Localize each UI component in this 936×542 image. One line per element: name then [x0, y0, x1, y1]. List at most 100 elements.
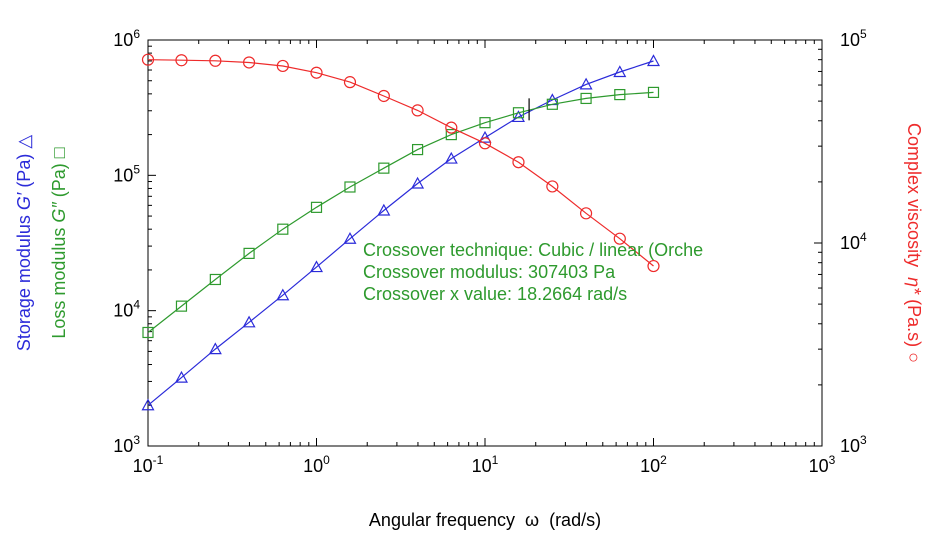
data-point-triangle [579, 77, 593, 90]
y-left-tick-label-exponent: 5 [133, 162, 140, 176]
y-left-tick-label-base: 10 [113, 165, 133, 185]
triangle-marker-icon: △ [14, 135, 34, 149]
data-point-square [546, 98, 558, 110]
y-left-storage-label: Storage modulus G′ (Pa) △ [14, 135, 34, 352]
data-point-circle [579, 207, 593, 220]
data-point-square [310, 201, 323, 213]
data-point-circle [377, 89, 390, 103]
y-left-tick-label-exponent: 3 [133, 433, 140, 447]
y-right-tick-label-base: 10 [840, 30, 860, 50]
storage-label-symbol: G′ [14, 192, 34, 210]
annotation-x-value: Crossover x value: 18.2664 rad/s [363, 284, 627, 304]
viscosity-label-suffix: (Pa.s) [904, 294, 924, 352]
y-right-tick-label-exponent: 3 [860, 433, 867, 447]
y-left-tick-label: 106 [113, 27, 140, 50]
data-point-triangle [309, 260, 324, 273]
data-point-circle [647, 259, 660, 273]
x-tick-label-exponent: 0 [323, 453, 330, 467]
y-left-loss-label: Loss modulus G″ (Pa) □ [49, 147, 69, 338]
annotation-technique: Crossover technique: Cubic / linear (Orc… [363, 240, 703, 260]
y-left-tick-label-base: 10 [113, 30, 133, 50]
viscosity-label-prefix: Complex viscosity [904, 123, 924, 277]
y-right-viscosity-label: Complex viscosity η* (Pa.s) ○ [904, 123, 924, 363]
data-point-circle [141, 53, 155, 66]
data-point-triangle [411, 176, 425, 189]
data-point-square [344, 181, 356, 193]
storage-label-prefix: Storage modulus [14, 210, 34, 351]
data-point-square [277, 223, 289, 235]
data-point-circle [478, 137, 492, 150]
y-left-tick-label: 104 [113, 298, 140, 321]
data-point-triangle [208, 342, 222, 355]
data-point-square [411, 143, 424, 156]
data-point-triangle [613, 65, 627, 78]
data-point-circle [512, 156, 525, 169]
data-point-triangle [511, 110, 525, 123]
plot-area [147, 39, 823, 447]
data-point-triangle [174, 370, 188, 383]
y-right-tick-label: 104 [840, 230, 867, 253]
data-point-triangle [276, 288, 290, 301]
x-tick-label-base: 10 [303, 456, 323, 476]
data-point-square [580, 92, 592, 105]
x-tick-label-base: 10 [472, 456, 492, 476]
x-tick-label: 103 [809, 453, 836, 476]
series-line-triangle [147, 60, 654, 406]
data-point-square [243, 247, 255, 259]
circle-marker-icon: ○ [904, 352, 924, 363]
y-left-tick-label-base: 10 [113, 301, 133, 321]
square-marker-icon: □ [49, 147, 69, 158]
data-point-circle [411, 104, 424, 117]
data-point-circle [209, 54, 222, 67]
x-tick-label: 100 [303, 453, 330, 476]
data-point-circle [445, 121, 458, 134]
x-axis-label: Angular frequency ω (rad/s) [369, 510, 601, 530]
x-tick-label-base: 10 [809, 456, 829, 476]
data-point-circle [546, 180, 559, 193]
y-right-tick-label-exponent: 4 [860, 230, 867, 244]
series-line-square [147, 91, 654, 333]
data-point-circle [276, 59, 289, 73]
x-tick-label-base: 10 [133, 456, 153, 476]
data-point-circle [310, 66, 323, 79]
data-point-triangle [141, 398, 155, 411]
x-tick-label-exponent: -1 [153, 453, 164, 467]
x-axis-ticks: 10-1 100 101 102 103 [133, 40, 836, 476]
annotation-modulus: Crossover modulus: 307403 Pa [363, 262, 616, 282]
data-point-triangle [377, 203, 391, 216]
data-point-circle [613, 232, 626, 245]
data-point-square [209, 273, 221, 286]
y-left-tick-label: 103 [113, 433, 140, 456]
crossover-annotation: Crossover technique: Cubic / linear (Orc… [363, 240, 703, 304]
loss-label-prefix: Loss modulus [49, 223, 69, 339]
data-point-square [378, 162, 390, 174]
y-right-tick-label-base: 10 [840, 233, 860, 253]
x-tick-label: 101 [472, 453, 499, 476]
series-line-circle [147, 59, 654, 267]
data-point-square [614, 88, 626, 101]
storage-label-suffix: (Pa) [14, 149, 34, 193]
data-point-square [175, 300, 188, 312]
x-tick-label-base: 10 [640, 456, 660, 476]
data-point-triangle [444, 151, 458, 164]
y-left-tick-label-exponent: 6 [133, 27, 140, 41]
data-point-triangle [478, 130, 492, 143]
data-point-circle [343, 76, 357, 89]
x-tick-label-exponent: 1 [492, 453, 499, 467]
viscosity-label-symbol: η* [904, 277, 924, 295]
y-right-tick-label: 105 [840, 27, 867, 50]
data-point-circle [242, 56, 256, 69]
data-point-square [445, 128, 457, 141]
data-point-square [479, 117, 491, 129]
x-tick-label: 10-1 [133, 453, 164, 476]
y-right-tick-label-base: 10 [840, 436, 860, 456]
data-point-square [647, 86, 660, 99]
x-tick-label: 102 [640, 453, 667, 476]
y-left-tick-label-base: 10 [113, 436, 133, 456]
loss-label-symbol: G″ [49, 202, 69, 223]
y-left-tick-label-exponent: 4 [133, 298, 140, 312]
data-point-triangle [242, 315, 256, 328]
y-right-tick-label-exponent: 5 [860, 27, 867, 41]
